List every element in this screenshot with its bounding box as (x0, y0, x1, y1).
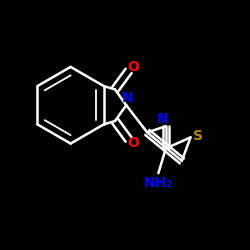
Text: N: N (122, 91, 133, 105)
Text: N: N (157, 112, 169, 126)
Text: O: O (127, 60, 139, 74)
Text: NH₂: NH₂ (144, 176, 173, 190)
Text: S: S (194, 129, 203, 143)
Text: O: O (127, 136, 139, 150)
